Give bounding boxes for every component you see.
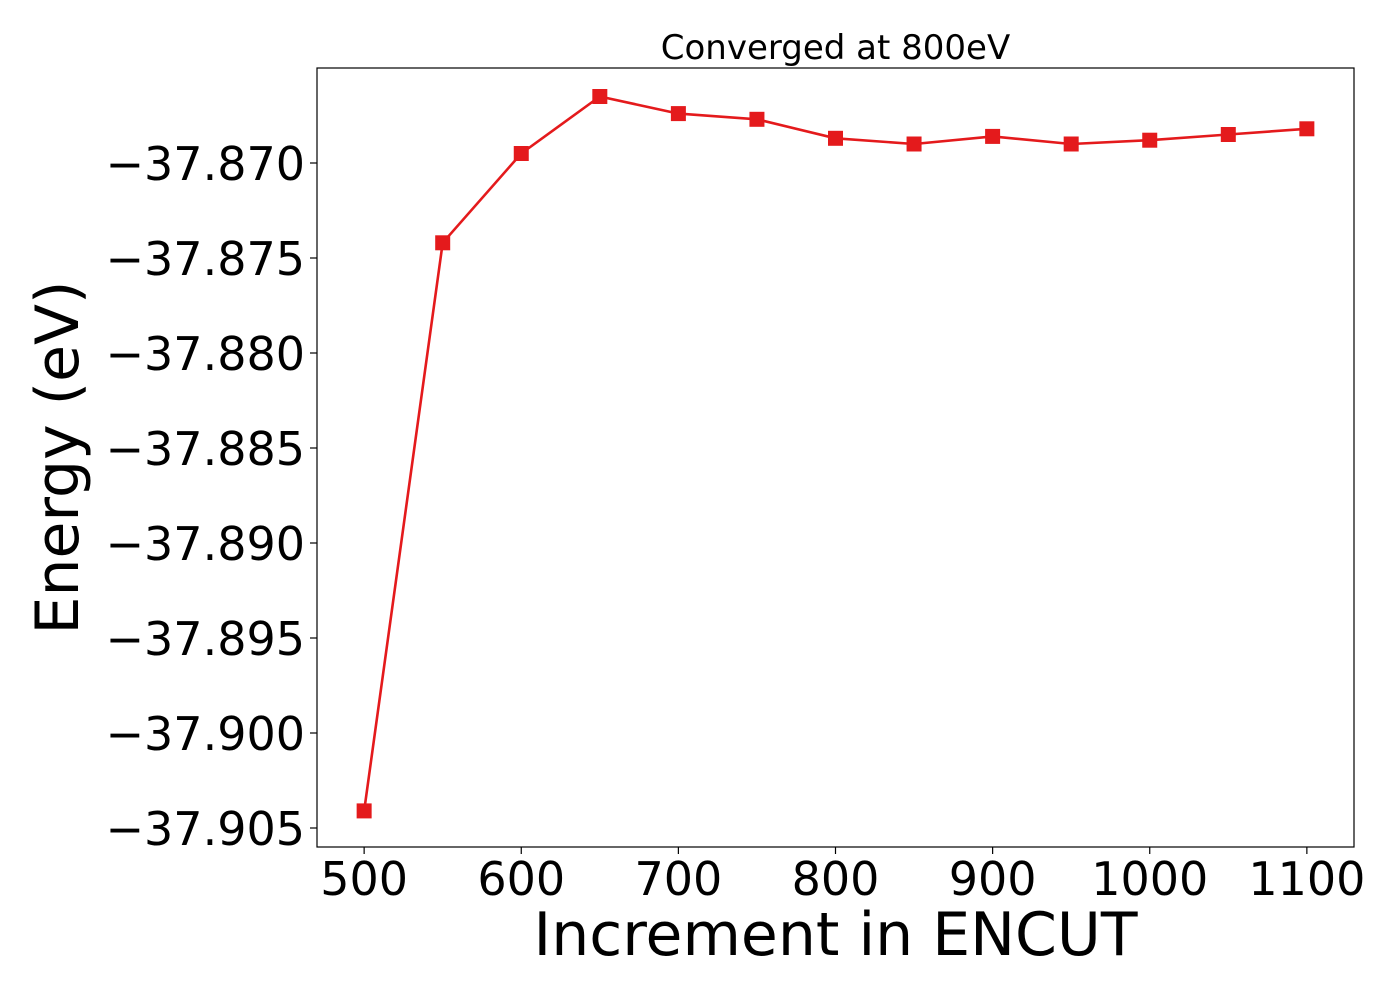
data-point-marker <box>670 106 686 122</box>
data-point-marker <box>985 128 1001 144</box>
data-point-marker <box>749 111 765 127</box>
y-tick-label: −37.885 <box>106 422 306 476</box>
data-point-marker <box>435 235 451 251</box>
series-layer <box>356 89 1315 819</box>
plot-frame <box>316 67 1355 848</box>
x-tick-label: 600 <box>477 852 565 906</box>
y-axis-label: Energy (eV) <box>23 281 93 635</box>
series-line <box>362 95 1307 812</box>
data-point-marker <box>356 803 372 819</box>
x-tick-label: 900 <box>949 852 1037 906</box>
y-tick-label: −37.900 <box>106 707 306 761</box>
data-point-marker <box>906 136 922 152</box>
data-point-marker <box>828 130 843 146</box>
x-axis-ticks: 500 600 700 800 900 1000 1100 <box>320 847 1365 906</box>
y-tick-label: −37.870 <box>106 137 306 191</box>
chart-title: Converged at 800eV <box>661 28 1010 68</box>
data-point-marker <box>1142 132 1158 148</box>
data-point-marker <box>1220 127 1236 142</box>
x-tick-label: 500 <box>320 852 408 906</box>
data-point-marker <box>1063 136 1079 152</box>
x-tick-label: 700 <box>634 852 722 906</box>
y-tick-label: −37.880 <box>106 327 306 381</box>
y-axis-ticks: −37.905 −37.900 −37.895 −37.890 −37.885 −37.8… <box>106 137 317 856</box>
data-point-marker <box>1299 121 1315 137</box>
data-point-marker <box>513 146 529 161</box>
x-tick-label: 1000 <box>1091 852 1208 906</box>
y-tick-label: −37.895 <box>106 612 306 666</box>
y-tick-label: −37.890 <box>106 517 306 571</box>
x-axis-label: Increment in ENCUT <box>534 900 1138 970</box>
x-tick-label: 1100 <box>1248 852 1365 906</box>
data-point-marker <box>592 89 608 104</box>
y-tick-label: −37.875 <box>106 232 306 286</box>
y-tick-label: −37.905 <box>106 802 306 856</box>
x-tick-label: 800 <box>792 852 880 906</box>
